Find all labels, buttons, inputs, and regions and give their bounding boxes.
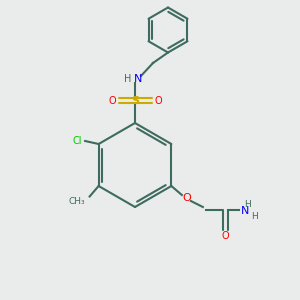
Text: N: N bbox=[134, 74, 142, 85]
Text: O: O bbox=[182, 193, 191, 203]
Text: O: O bbox=[222, 231, 229, 241]
Text: Cl: Cl bbox=[73, 136, 82, 146]
Text: H: H bbox=[124, 74, 131, 85]
Text: N: N bbox=[241, 206, 249, 217]
Text: H: H bbox=[244, 200, 251, 209]
Text: S: S bbox=[131, 95, 139, 106]
Text: O: O bbox=[108, 95, 116, 106]
Text: H: H bbox=[251, 212, 258, 221]
Text: CH₃: CH₃ bbox=[68, 196, 85, 206]
Text: O: O bbox=[154, 95, 162, 106]
